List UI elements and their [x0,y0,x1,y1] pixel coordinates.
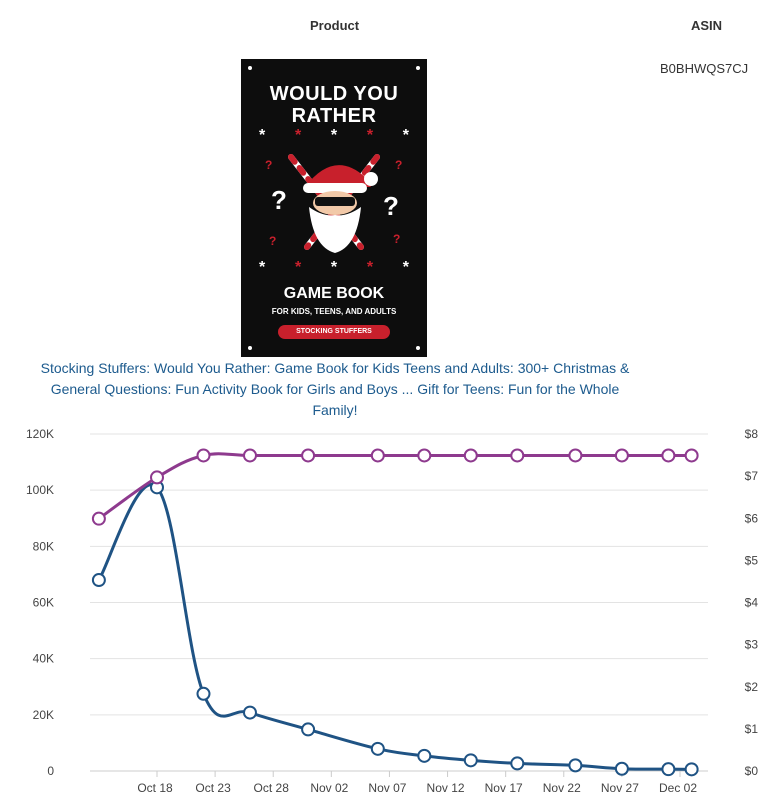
cover-subtitle: FOR KIDS, TEENS, AND ADULTS [271,307,397,316]
svg-text:?: ? [269,234,276,248]
right-axis: $0 $1 $2 $3 $4 $5 $6 $7 $8 [745,427,759,778]
series-left-point [91,573,106,588]
series-left-point [661,762,676,777]
series-left-point [568,758,583,773]
cover-rivet [248,346,252,350]
cover-game-book: GAME BOOK [283,285,385,302]
cover-title-line-2: RATHER [291,105,377,127]
svg-text:?: ? [383,191,399,221]
series-left-line [97,483,692,771]
chart-grid [90,433,708,772]
series-right-point [568,448,583,463]
x-tick-label: Nov 17 [485,781,523,795]
series-left-point [684,762,699,777]
series-left-point [417,748,432,763]
cover-rivet [248,66,252,70]
y-left-tick-label: 60K [33,596,54,610]
x-axis: Oct 18 Oct 23 Oct 28 Nov 02 Nov 07 Nov 12 Nov … [137,771,697,795]
series-left-point [196,686,211,701]
cover-rivet [416,66,420,70]
y-left-tick-label: 120K [26,427,54,441]
series-right-point [463,448,478,463]
y-right-tick-label: $2 [745,680,759,694]
series-left-point [301,722,316,737]
series-right-point [370,448,385,463]
left-axis: 0 20K 40K 60K 80K 100K 120K [26,427,54,778]
cover-ribbon: STOCKING STUFFERS [278,325,390,339]
chart-series [91,448,699,777]
x-tick-label: Nov 12 [427,781,465,795]
x-tick-label: Oct 28 [254,781,290,795]
x-tick-label: Dec 02 [659,781,697,795]
x-tick-label: Nov 22 [543,781,581,795]
x-tick-label: Oct 23 [195,781,231,795]
cover-snowflakes-top: * * * * * [259,127,409,144]
asin-value: B0BHWQS7CJ [660,61,749,76]
y-right-tick-label: $3 [745,638,759,652]
series-right-point [661,448,676,463]
y-left-tick-label: 40K [33,652,54,666]
series-left-point [510,756,525,771]
x-tick-label: Nov 07 [368,781,406,795]
series-right-point [196,448,211,463]
y-left-tick-label: 80K [33,539,54,553]
y-right-tick-label: $1 [745,722,759,736]
svg-text:?: ? [265,158,272,172]
svg-text:?: ? [393,232,400,246]
cover-title-line-1: WOULD YOU [269,83,399,105]
product-cover-image[interactable]: WOULD YOU RATHER * * * * * ? ? ? ? ? ? * * * * *… [241,59,427,357]
y-right-tick-label: $6 [745,511,759,525]
svg-text:?: ? [395,158,402,172]
series-right-point [684,448,699,463]
series-right-point [510,448,525,463]
y-right-tick-label: $0 [745,764,759,778]
series-right-point [417,448,432,463]
x-tick-label: Nov 27 [601,781,639,795]
series-left-point [463,753,478,768]
x-tick-label: Oct 18 [137,781,173,795]
y-right-tick-label: $5 [745,553,759,567]
y-right-tick-label: $7 [745,469,759,483]
series-right-line [98,452,692,520]
sales-rank-price-chart: 0 20K 40K 60K 80K 100K 120K $0 $1 $2 $3 $4 $5 $6 $7 $8… [26,427,759,795]
series-left-point [370,741,385,756]
y-left-tick-label: 20K [33,708,54,722]
cover-snowflakes-bottom: * * * * * [259,259,409,276]
svg-text:?: ? [271,185,287,215]
y-left-tick-label: 100K [26,483,54,497]
y-left-tick-label: 0 [47,764,54,778]
series-right-point [150,470,164,485]
series-right-point [242,448,257,463]
series-left-point [614,761,629,776]
series-left-point [242,705,257,720]
x-tick-label: Nov 02 [310,781,348,795]
series-right-point [301,448,316,463]
product-title-link[interactable]: Stocking Stuffers: Would You Rather: Gam… [40,360,630,418]
y-right-tick-label: $4 [745,596,759,610]
series-right-point [614,448,629,463]
y-right-tick-label: $8 [745,427,759,441]
product-column-header: Product [310,18,360,33]
santa-illustration-icon: ? ? ? ? ? ? [265,154,402,253]
series-right-point [91,511,106,526]
cover-rivet [416,346,420,350]
asin-column-header: ASIN [691,18,723,33]
